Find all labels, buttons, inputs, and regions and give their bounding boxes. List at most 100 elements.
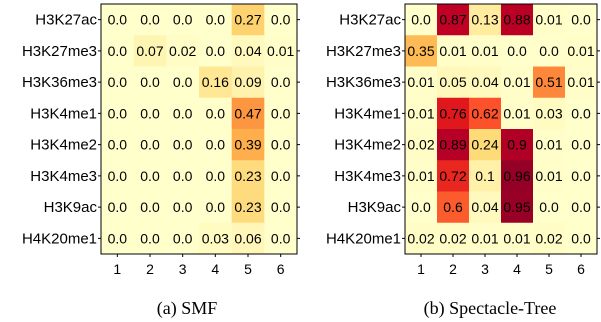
cell-value-label: 0.04 (234, 43, 261, 59)
heatmap-cell (533, 191, 566, 224)
heatmap-cell (133, 4, 167, 36)
cell-value-label: 0.01 (535, 12, 562, 28)
heatmap-cell (501, 35, 534, 67)
cell-value-label: 0.0 (411, 199, 431, 215)
cell-value-label: 0.13 (471, 12, 498, 28)
heatmap-cell (437, 66, 470, 99)
cell-value-label: 0.01 (439, 43, 466, 59)
cell-value-label: 0.96 (503, 168, 530, 184)
y-tick-label: H3K9ac (348, 199, 402, 216)
cell-value-label: 0.0 (206, 168, 226, 184)
cell-value-label: 0.0 (173, 12, 193, 28)
heatmap-cell (101, 35, 135, 67)
cell-value-label: 0.0 (173, 230, 193, 246)
cell-value-label: 0.01 (267, 43, 294, 59)
heatmap-cell (231, 191, 265, 224)
cell-value-label: 0.0 (108, 137, 128, 153)
cell-value-label: 0.0 (539, 199, 559, 215)
cell-value-label: 0.0 (271, 12, 291, 28)
cell-value-label: 0.62 (471, 105, 498, 121)
heatmap-cell (166, 66, 200, 99)
cell-value-label: 0.0 (206, 199, 226, 215)
heatmap-cell (533, 97, 566, 130)
heatmap-cell (469, 35, 502, 67)
cell-value-label: 0.0 (108, 168, 128, 184)
heatmap-cell (166, 222, 200, 255)
heatmap-cell (533, 222, 566, 255)
x-tick-label: 4 (211, 261, 219, 277)
heatmap-cell (101, 4, 135, 36)
cell-value-label: 0.02 (407, 230, 434, 246)
cell-value-label: 0.35 (407, 43, 434, 59)
heatmap-cell (405, 129, 438, 161)
y-tick-label: H3K4me2 (334, 137, 401, 154)
heatmap-cell (264, 129, 298, 161)
cell-value-label: 0.88 (503, 12, 530, 28)
cell-value-label: 0.0 (140, 105, 160, 121)
x-tick-label: 6 (577, 261, 585, 277)
heatmap-cell (264, 4, 298, 36)
cell-value-label: 0.01 (535, 137, 562, 153)
y-tick-label: H3K4me1 (30, 105, 97, 122)
cell-value-label: 0.01 (567, 43, 594, 59)
x-tick-label: 1 (113, 261, 121, 277)
cell-value-label: 0.0 (571, 105, 591, 121)
heatmap-cell (101, 160, 135, 192)
heatmap-cell (533, 129, 566, 161)
y-tick-label: H3K27ac (339, 12, 401, 29)
cell-value-label: 0.0 (271, 199, 291, 215)
cell-value-label: 0.0 (271, 168, 291, 184)
y-tick-label: H3K36me3 (22, 74, 97, 91)
cell-value-label: 0.0 (571, 12, 591, 28)
heatmap-cell (133, 222, 167, 255)
cell-value-label: 0.72 (439, 168, 466, 184)
cell-value-label: 0.47 (234, 105, 261, 121)
heatmap-cell (405, 222, 438, 255)
cell-value-label: 0.09 (234, 74, 261, 90)
heatmap-cell (101, 222, 135, 255)
cell-value-label: 0.05 (439, 74, 466, 90)
heatmap-cell (565, 4, 598, 36)
heatmap-cell (231, 35, 265, 67)
cell-value-label: 0.03 (535, 105, 562, 121)
cell-value-label: 0.07 (136, 43, 163, 59)
heatmap-cell (166, 35, 200, 67)
heatmap-cell (133, 66, 167, 99)
heatmap-cell (469, 4, 502, 36)
cell-value-label: 0.27 (234, 12, 261, 28)
y-tick-label: H3K4me2 (30, 137, 97, 154)
cell-value-label: 0.01 (407, 74, 434, 90)
heatmap-cell (565, 160, 598, 192)
cell-value-label: 0.02 (169, 43, 196, 59)
cell-value-label: 0.02 (535, 230, 562, 246)
heatmap-frame (404, 3, 598, 255)
cell-value-label: 0.76 (439, 105, 466, 121)
cell-value-label: 0.0 (173, 105, 193, 121)
heatmap-cell (264, 160, 298, 192)
cell-value-label: 0.01 (503, 74, 530, 90)
heatmap-cell (405, 160, 438, 192)
heatmap-cell (133, 35, 167, 67)
heatmap-cell (101, 66, 135, 99)
heatmap-cell (501, 97, 534, 130)
cell-value-label: 0.0 (206, 12, 226, 28)
cell-value-label: 0.87 (439, 12, 466, 28)
y-tick-label: H3K4me3 (30, 168, 97, 185)
heatmap-cell (469, 191, 502, 224)
heatmap-cell (166, 129, 200, 161)
cell-value-label: 0.0 (140, 199, 160, 215)
heatmap-cell (231, 66, 265, 99)
y-tick-label: H3K27ac (35, 12, 97, 29)
cell-value-label: 0.23 (234, 199, 261, 215)
heatmap-cell (264, 66, 298, 99)
heatmap-cell (437, 97, 470, 130)
heatmap-cell (199, 191, 233, 224)
cell-value-label: 0.04 (471, 74, 498, 90)
cell-value-label: 0.0 (108, 43, 128, 59)
x-tick-label: 3 (481, 261, 489, 277)
heatmap-cell (501, 4, 534, 36)
heatmap-cell (133, 191, 167, 224)
heatmap-cell (231, 97, 265, 130)
heatmap-cell (469, 222, 502, 255)
